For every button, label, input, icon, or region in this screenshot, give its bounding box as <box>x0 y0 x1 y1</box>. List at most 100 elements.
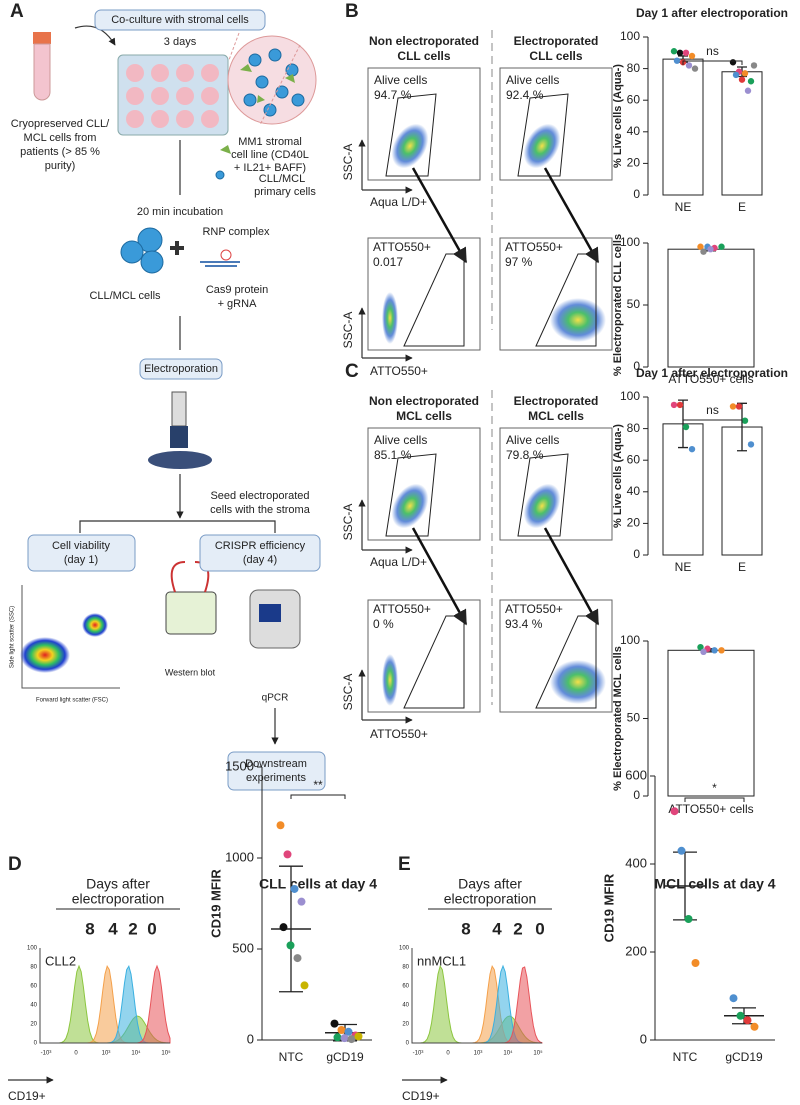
x-tick-label: 10³ <box>474 1051 483 1057</box>
gate-label: 0.017 <box>373 255 403 269</box>
chart-title: MCL cells at day 4 <box>654 876 775 892</box>
data-point <box>300 981 309 990</box>
y-tick-label: 60 <box>30 984 37 990</box>
axis-label: Side light scatter (SSC) <box>10 606 16 668</box>
y-tick-label: 80 <box>627 421 641 435</box>
significance-label: ** <box>313 778 323 792</box>
gate-arrow <box>411 167 468 264</box>
y-tick-label: 50 <box>627 297 641 311</box>
significance-label: ns <box>706 44 719 58</box>
y-tick-label: 500 <box>232 940 254 955</box>
day-label: 8 <box>85 919 94 938</box>
y-tick-label: 0 <box>633 788 640 802</box>
data-point <box>744 87 752 94</box>
gate <box>385 453 437 537</box>
axis-label: SSC-A <box>341 674 355 711</box>
gate-label: 92.4 % <box>506 88 544 102</box>
data-point <box>718 647 725 654</box>
schematic-icons <box>20 25 317 745</box>
y-tick-label: 60 <box>627 92 641 106</box>
y-tick-label: 1000 <box>225 849 254 864</box>
data-point <box>333 1033 342 1042</box>
tube <box>33 43 51 101</box>
flow-title: Electroporated <box>514 34 599 48</box>
significance-bracket <box>290 794 346 799</box>
flow-plot <box>499 599 613 713</box>
data-point <box>330 1019 339 1028</box>
readout-label: Western blot <box>165 667 216 677</box>
data-point <box>688 445 696 453</box>
gate <box>517 453 569 537</box>
data-point <box>337 1025 346 1034</box>
y-tick-label: 20 <box>627 516 641 530</box>
data-point <box>682 49 690 56</box>
gate-label: Alive cells <box>506 73 559 87</box>
gate-label: ATTO550+ <box>373 240 431 254</box>
data-point <box>743 1016 752 1025</box>
step-box-label: (day 4) <box>243 554 277 566</box>
axis-label: SSC-A <box>341 144 355 181</box>
box <box>199 534 321 572</box>
y-tick-label: 0 <box>633 187 640 201</box>
y-tick-label: 200 <box>625 943 647 958</box>
y-tick-label: 20 <box>627 156 641 170</box>
y-tick-label: 100 <box>620 389 640 403</box>
y-tick-label: 20 <box>402 1022 409 1028</box>
data-point <box>670 48 678 55</box>
x-tick-label: 10⁴ <box>503 1050 513 1057</box>
western-blot <box>165 591 217 635</box>
histogram-axes <box>39 948 170 1044</box>
x-tick-label: 0 <box>446 1051 450 1057</box>
y-tick-label: 600 <box>625 767 647 782</box>
flow-population <box>550 660 606 704</box>
flow-title: Electroporated <box>514 394 599 408</box>
axis-label: CD19+ <box>402 1089 440 1103</box>
y-tick-label: 60 <box>402 984 409 990</box>
data-point <box>691 65 699 72</box>
scatter-population <box>20 637 70 673</box>
step-box-label: Co-culture with stromal cells <box>111 14 249 26</box>
data-point <box>676 401 684 409</box>
data-point <box>750 1022 759 1031</box>
x-tick-label: 10³ <box>102 1051 111 1057</box>
rnp-label: RNP complex <box>202 226 270 238</box>
data-point <box>732 71 740 79</box>
data-point <box>741 70 749 77</box>
data-point <box>688 52 696 60</box>
step-label: 20 min incubation <box>137 206 223 218</box>
y-tick-label: 400 <box>625 855 647 870</box>
y-tick-label: 40 <box>402 1003 409 1009</box>
device-base <box>148 451 212 469</box>
y-tick-label: 100 <box>620 633 640 647</box>
y-tick-label: 0 <box>406 1041 410 1047</box>
gate-label: Alive cells <box>506 433 559 447</box>
data-point <box>347 1035 356 1044</box>
data-point <box>697 644 704 651</box>
gate <box>403 615 465 709</box>
sample-label: CLL2 <box>45 953 76 968</box>
flow-plot <box>367 67 481 181</box>
scatter-axes <box>21 585 120 689</box>
data-point <box>297 897 306 906</box>
panel-label: B <box>345 1 359 22</box>
x-tick-label: E <box>738 200 746 214</box>
step-box-label: Cell viability <box>52 540 111 552</box>
x-tick-label: gCD19 <box>326 1050 364 1064</box>
cell-line-label: + IL21+ BAFF) <box>234 162 306 174</box>
gate <box>517 93 569 177</box>
data-point <box>290 884 299 893</box>
axis-label: ATTO550+ <box>370 364 428 378</box>
flow-title: MCL cells <box>528 409 584 423</box>
panel-label: E <box>398 854 411 875</box>
data-point <box>286 941 295 950</box>
y-tick-label: 100 <box>399 946 410 952</box>
x-tick-label: gCD19 <box>725 1050 763 1064</box>
y-tick-label: 60 <box>627 452 641 466</box>
y-tick-label: 40 <box>30 1003 37 1009</box>
cell-label: CLL/MCL <box>259 173 305 185</box>
y-tick-label: 100 <box>620 29 640 43</box>
data-point <box>729 994 738 1003</box>
gate <box>403 253 465 347</box>
data-point <box>747 441 755 448</box>
